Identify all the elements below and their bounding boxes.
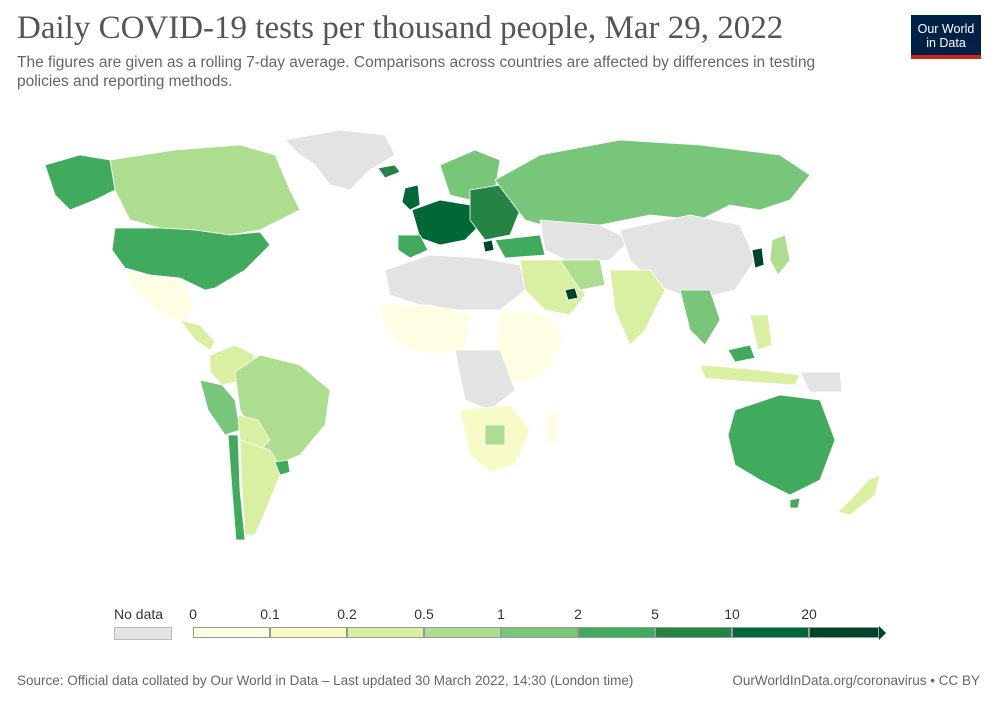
legend-bin-7[interactable] [732,627,809,638]
region-north-africa [384,254,526,311]
region-japan [769,234,791,276]
region-papua [799,371,843,393]
region-botswana [484,424,506,446]
region-turkey [494,234,546,259]
region-korea [751,247,765,269]
source-note: Source: Official data collated by Our Wo… [17,673,634,688]
region-uae [564,287,579,301]
region-peru [199,379,241,436]
region-indonesia [699,364,801,386]
logo-red-bar [911,55,981,59]
legend-bin-5[interactable] [578,627,655,638]
region-chile [227,434,246,541]
legend-tick-label: 5 [651,606,659,622]
legend-tick-label: 20 [801,606,817,622]
legend-no-data-swatch[interactable] [114,627,172,640]
region-australia [727,394,836,496]
legend-tick-label: 2 [574,606,582,622]
credit-link[interactable]: OurWorldInData.org/coronavirus • CC BY [732,673,980,688]
legend-no-data-label: No data [114,606,164,622]
legend-bin-2[interactable] [347,627,424,638]
legend-bin-1[interactable] [270,627,347,638]
region-iceland [377,164,401,179]
region-southeast-asia [679,289,721,346]
region-india [609,269,666,346]
region-central-asia [539,219,631,263]
legend-bin-4[interactable] [501,627,578,638]
region-new-zealand [837,474,881,516]
region-central-america [179,319,216,351]
legend-tick-label: 0.5 [414,606,434,622]
region-malaysia [727,344,756,363]
region-philippines [749,314,773,351]
logo-line-1: Our World [917,22,975,36]
owid-logo[interactable]: Our World in Data [911,15,981,59]
region-central-africa [454,349,516,411]
legend-arrow [879,626,886,640]
region-russia [494,139,811,231]
region-uruguay [274,459,291,476]
region-iran [559,259,606,291]
chart-title: Daily COVID-19 tests per thousand people… [17,10,784,46]
region-alaska [44,154,116,211]
legend-tick-label: 10 [724,606,740,622]
region-tasmania [789,497,801,509]
region-iberia [397,234,429,259]
region-greenland [284,129,396,191]
legend-tick-label: 0 [189,606,197,622]
region-madagascar [545,409,561,446]
legend-tick-label: 0.1 [260,606,280,622]
region-greece [482,239,495,253]
legend-bin-8[interactable] [809,627,879,638]
chart-subtitle: The figures are given as a rolling 7-day… [17,54,816,90]
region-uk [401,184,421,211]
legend-bin-3[interactable] [424,627,501,638]
world-map[interactable] [0,110,1000,550]
region-canada [109,144,301,236]
region-west-africa [379,304,471,356]
region-western-europe [411,199,481,246]
legend-tick-label: 0.2 [337,606,357,622]
region-argentina [239,439,283,536]
region-usa [111,227,271,291]
logo-line-2: in Data [926,36,966,50]
legend-bin-0[interactable] [193,627,270,638]
legend-bin-6[interactable] [655,627,732,638]
legend-tick-label: 1 [497,606,505,622]
